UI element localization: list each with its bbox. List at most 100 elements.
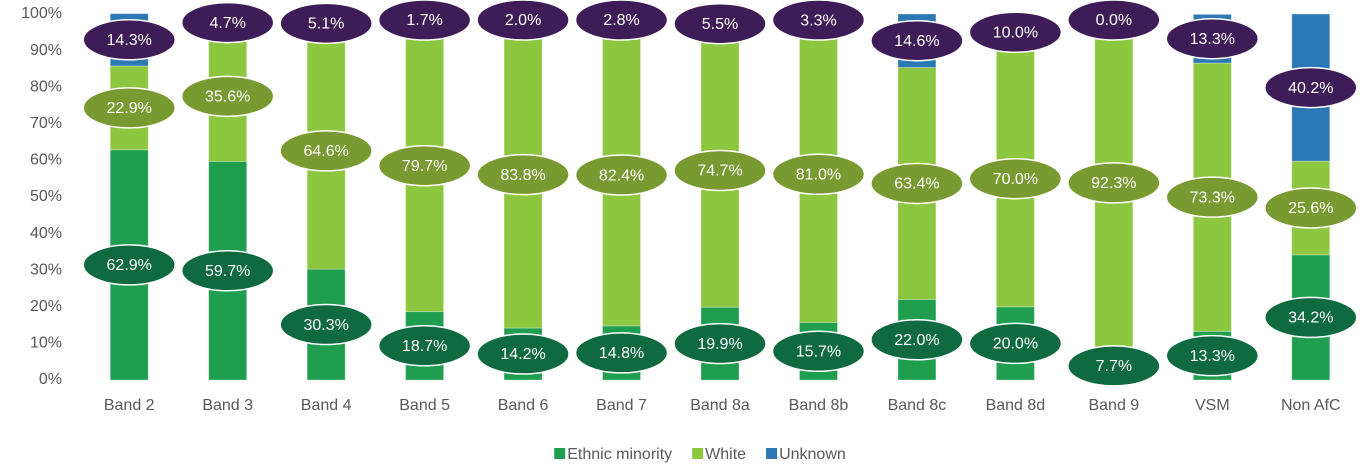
label-bubble <box>1165 17 1260 60</box>
data-label: 83.8% <box>500 167 545 184</box>
x-tick-label: Band 4 <box>301 397 352 414</box>
label-bubble <box>180 249 275 292</box>
y-tick-label: 20% <box>30 298 62 315</box>
label-bubble <box>1067 0 1161 41</box>
data-label: 14.2% <box>500 346 545 363</box>
label-bubble <box>82 244 176 286</box>
y-tick-label: 10% <box>30 335 62 352</box>
data-label: 22.0% <box>894 332 939 349</box>
data-label: 5.5% <box>702 16 738 33</box>
data-label: 30.3% <box>303 317 348 334</box>
data-label: 34.2% <box>1288 310 1333 327</box>
label-bubble <box>476 333 570 375</box>
data-label: 20.0% <box>993 336 1038 353</box>
data-label: 18.7% <box>402 338 447 355</box>
data-label: 4.7% <box>209 15 245 32</box>
label-bubble <box>82 87 176 129</box>
label-bubble <box>1165 176 1260 218</box>
data-label: 7.7% <box>1096 358 1132 375</box>
x-tick-label: Band 8a <box>690 397 750 414</box>
label-bubble <box>180 1 275 44</box>
legend-label: Ethnic minority <box>567 446 672 463</box>
label-bubble <box>870 162 964 205</box>
legend-label: Unknown <box>779 446 846 463</box>
label-bubble <box>1264 66 1358 109</box>
data-label: 13.3% <box>1190 348 1235 365</box>
legend-swatch <box>554 448 566 459</box>
legend-swatch <box>692 448 704 459</box>
label-bubble <box>180 75 275 118</box>
label-bubble <box>968 11 1063 54</box>
label-bubble <box>771 330 866 373</box>
data-label: 1.7% <box>406 12 442 29</box>
label-bubble <box>279 130 373 172</box>
data-label: 15.7% <box>796 343 841 360</box>
label-bubble <box>968 322 1063 365</box>
data-label: 40.2% <box>1288 80 1333 97</box>
x-tick-label: Band 8d <box>986 397 1046 414</box>
label-bubble <box>771 0 866 41</box>
y-tick-label: 70% <box>30 115 62 132</box>
data-label: 74.7% <box>697 163 742 180</box>
x-tick-label: Band 5 <box>399 397 450 414</box>
x-tick-label: Band 3 <box>202 397 253 414</box>
data-label: 3.3% <box>800 12 836 29</box>
label-bubble <box>1067 162 1161 204</box>
data-label: 10.0% <box>993 25 1038 42</box>
label-bubble <box>377 144 472 187</box>
label-bubble <box>1067 345 1161 387</box>
data-label: 35.6% <box>205 89 250 106</box>
label-bubble <box>82 19 176 61</box>
data-label: 14.6% <box>894 33 939 50</box>
label-bubble <box>968 157 1063 200</box>
data-label: 22.9% <box>107 100 152 117</box>
label-bubble <box>574 0 669 41</box>
label-bubble <box>279 303 373 346</box>
y-tick-label: 100% <box>21 5 62 22</box>
x-tick-label: Band 2 <box>104 397 155 414</box>
label-bubble <box>673 149 767 192</box>
y-tick-label: 60% <box>30 152 62 169</box>
label-bubble <box>574 332 669 374</box>
label-bubble <box>673 322 767 365</box>
y-tick-label: 50% <box>30 188 62 205</box>
data-label: 63.4% <box>894 176 939 193</box>
data-label: 25.6% <box>1288 200 1333 217</box>
data-label: 2.0% <box>505 12 541 29</box>
legend-label: White <box>705 446 746 463</box>
x-tick-label: Band 6 <box>498 397 549 414</box>
data-label: 81.0% <box>796 167 841 184</box>
data-label: 73.3% <box>1190 189 1235 206</box>
label-bubble <box>574 154 669 196</box>
data-label: 5.1% <box>308 16 344 33</box>
y-tick-label: 0% <box>39 371 62 388</box>
data-label: 14.3% <box>107 32 152 49</box>
y-tick-label: 30% <box>30 261 62 278</box>
y-tick-label: 40% <box>30 225 62 242</box>
x-tick-label: Band 8c <box>888 397 947 414</box>
x-tick-label: Band 7 <box>596 397 647 414</box>
legend-swatch <box>766 448 778 459</box>
data-label: 19.9% <box>697 336 742 353</box>
label-bubble <box>377 325 472 367</box>
label-bubble <box>870 19 964 62</box>
label-bubble <box>1165 334 1260 377</box>
y-tick-label: 80% <box>30 78 62 95</box>
x-tick-label: Band 8b <box>789 397 849 414</box>
label-bubble <box>673 2 767 45</box>
data-label: 82.4% <box>599 167 644 184</box>
x-tick-label: Non AfC <box>1281 397 1341 414</box>
x-tick-label: Band 9 <box>1088 397 1139 414</box>
data-label: 70.0% <box>993 171 1038 188</box>
data-label: 79.7% <box>402 158 447 175</box>
data-label: 13.3% <box>1190 31 1235 48</box>
data-label: 14.8% <box>599 345 644 362</box>
label-bubble <box>377 0 472 41</box>
label-bubble <box>476 0 570 41</box>
data-label: 2.8% <box>603 12 639 29</box>
label-bubble <box>771 153 866 196</box>
data-label: 59.7% <box>205 263 250 280</box>
data-label: 0.0% <box>1096 12 1132 29</box>
y-tick-label: 90% <box>30 42 62 59</box>
